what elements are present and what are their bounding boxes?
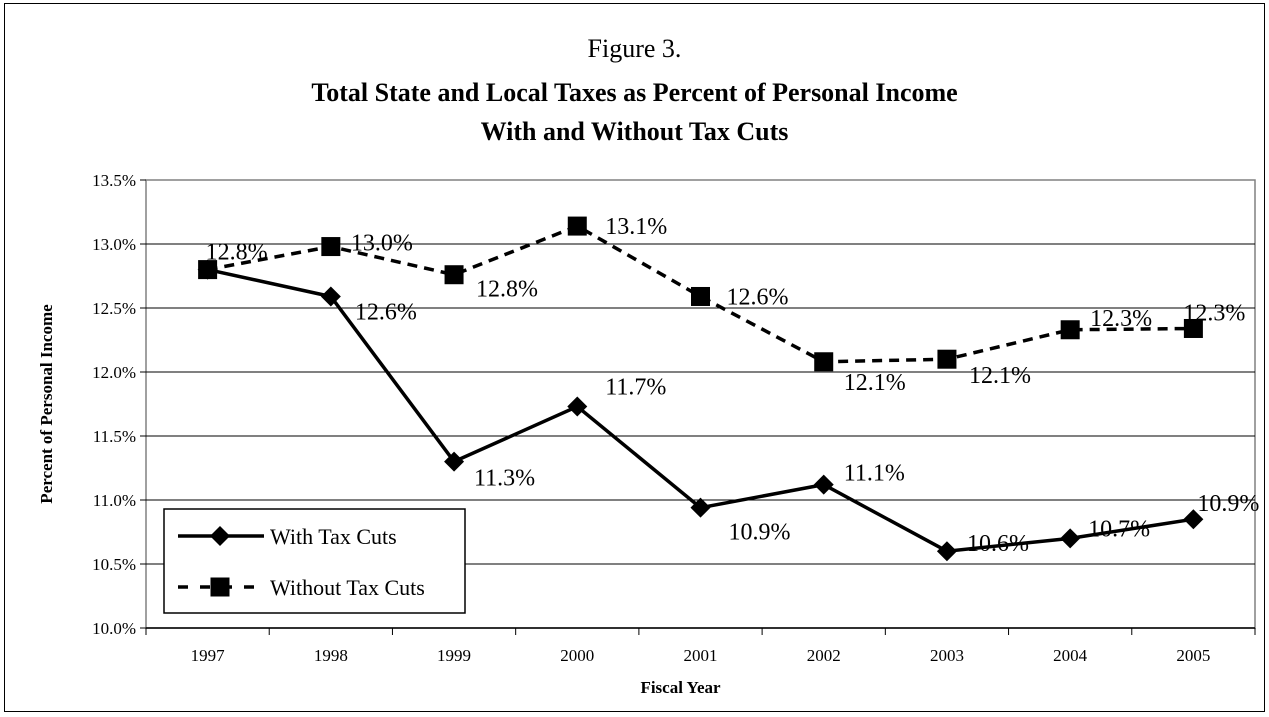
legend-marker-square: [210, 577, 230, 597]
data-label: 13.0%: [351, 231, 413, 257]
y-tick-label: 13.0%: [92, 235, 136, 254]
data-label: 13.1%: [605, 214, 667, 240]
data-point-with-tax-cuts: [567, 396, 588, 417]
y-tick-label: 10.0%: [92, 619, 136, 638]
y-tick-label: 11.5%: [93, 427, 136, 446]
legend-label: Without Tax Cuts: [270, 575, 425, 600]
chart-subtitle-line-2: With and Without Tax Cuts: [480, 117, 789, 146]
x-tick-label: 1999: [437, 646, 471, 665]
data-label: 10.6%: [967, 531, 1029, 557]
x-tick-label: 1998: [314, 646, 348, 665]
x-tick-label: 2005: [1176, 646, 1210, 665]
data-label: 12.3%: [1090, 306, 1152, 332]
data-point-with-tax-cuts: [320, 286, 341, 307]
data-point-without-tax-cuts: [444, 265, 464, 285]
y-tick-label: 11.0%: [93, 491, 136, 510]
data-label: 11.7%: [605, 375, 666, 401]
data-point-without-tax-cuts: [937, 349, 957, 369]
x-tick-label: 2002: [807, 646, 841, 665]
data-point-without-tax-cuts: [814, 352, 834, 372]
data-label: 12.8%: [476, 277, 538, 303]
chart-subtitle-line-1: Total State and Local Taxes as Percent o…: [311, 78, 958, 107]
y-tick-label: 12.0%: [92, 363, 136, 382]
y-axis-label: Percent of Personal Income: [37, 304, 56, 504]
x-tick-label: 1997: [191, 646, 226, 665]
chart-title: Figure 3.: [587, 34, 682, 63]
x-tick-label: 2001: [684, 646, 718, 665]
data-label: 10.9%: [1197, 491, 1259, 517]
x-tick-label: 2000: [560, 646, 594, 665]
series-line-without-tax-cuts: [207, 224, 1194, 364]
data-label: 12.1%: [844, 370, 906, 396]
x-tick-label: 2003: [930, 646, 964, 665]
x-axis-label: Fiscal Year: [640, 678, 721, 697]
data-point-with-tax-cuts: [444, 451, 465, 472]
data-label: 12.1%: [969, 363, 1031, 389]
data-point-without-tax-cuts: [1060, 320, 1080, 340]
y-tick-label: 13.5%: [92, 171, 136, 190]
data-label: 10.9%: [729, 520, 791, 546]
y-tick-label: 10.5%: [92, 555, 136, 574]
legend-label: With Tax Cuts: [270, 524, 397, 549]
data-label: 12.6%: [727, 284, 789, 310]
data-label: 11.3%: [474, 466, 535, 492]
data-point-with-tax-cuts: [1183, 509, 1204, 530]
data-label: 10.7%: [1088, 516, 1150, 542]
data-label: 12.8%: [206, 240, 268, 266]
data-point-without-tax-cuts: [691, 286, 710, 306]
data-point-with-tax-cuts: [690, 497, 711, 518]
legend-marker-diamond: [210, 526, 230, 546]
data-point-with-tax-cuts: [813, 474, 834, 495]
data-label: 11.1%: [844, 461, 905, 487]
data-point-without-tax-cuts: [198, 260, 218, 280]
data-point-without-tax-cuts: [1183, 318, 1203, 338]
data-point-with-tax-cuts: [936, 541, 957, 562]
y-tick-label: 12.5%: [92, 299, 136, 318]
data-point-without-tax-cuts: [567, 216, 587, 236]
data-point-without-tax-cuts: [321, 237, 341, 257]
x-tick-label: 2004: [1053, 646, 1088, 665]
data-point-with-tax-cuts: [1060, 528, 1081, 549]
data-label: 12.3%: [1183, 300, 1245, 326]
data-label: 12.6%: [355, 299, 417, 325]
